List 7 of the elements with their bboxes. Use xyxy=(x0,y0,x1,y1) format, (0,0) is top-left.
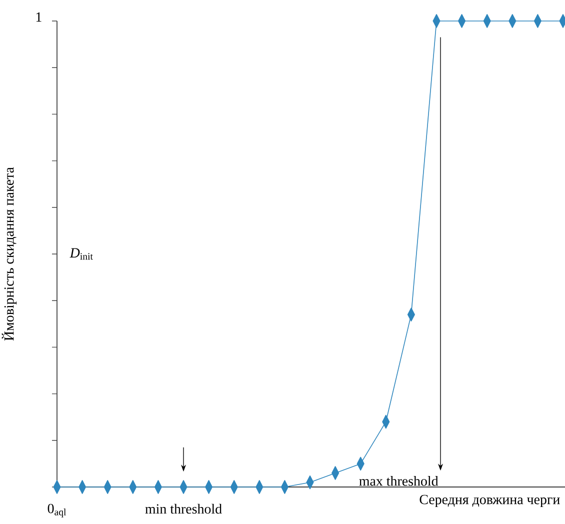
x-axis-title: Середня довжина черги xyxy=(420,494,560,508)
text: min threshold xyxy=(145,504,222,514)
y-axis-title: Ймовірність скидання пакета xyxy=(2,167,17,341)
annotation: max threshold xyxy=(359,476,438,486)
text: 1 xyxy=(36,12,42,22)
text: 0$_{aql}$ xyxy=(48,504,66,518)
annotation: D$_{init}$ xyxy=(70,248,93,260)
